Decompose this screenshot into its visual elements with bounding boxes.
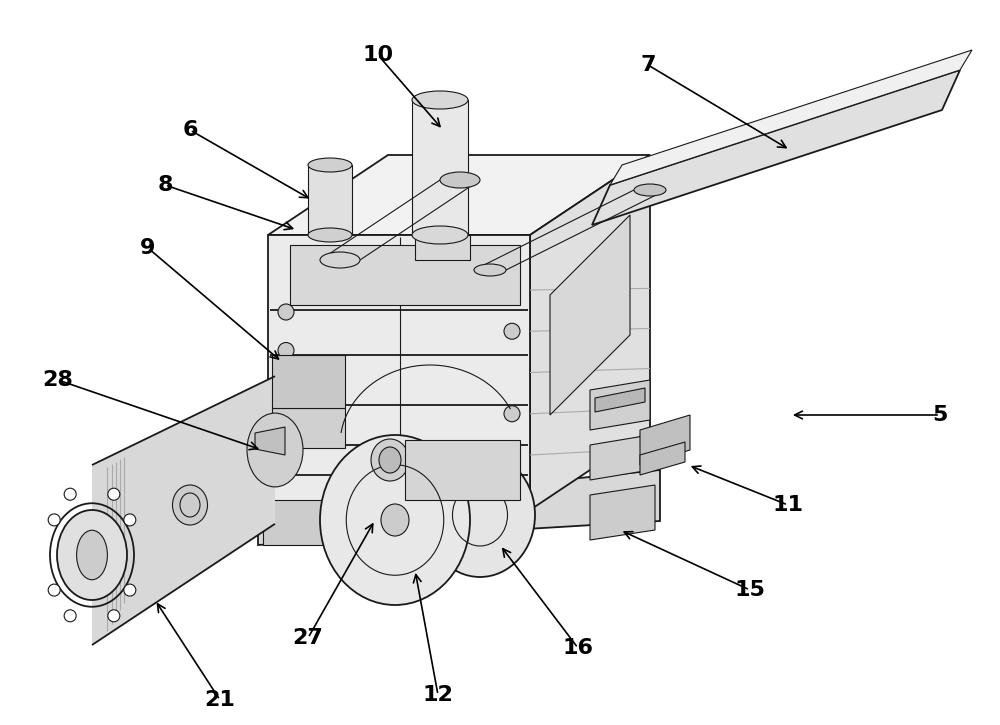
Polygon shape bbox=[590, 435, 650, 480]
Ellipse shape bbox=[425, 453, 535, 577]
Ellipse shape bbox=[320, 435, 470, 605]
Circle shape bbox=[278, 458, 294, 474]
Circle shape bbox=[108, 610, 120, 622]
Polygon shape bbox=[92, 376, 275, 645]
Ellipse shape bbox=[77, 530, 107, 580]
Text: 21: 21 bbox=[205, 690, 235, 710]
Ellipse shape bbox=[474, 264, 506, 276]
Circle shape bbox=[124, 514, 136, 526]
Circle shape bbox=[278, 304, 294, 320]
Ellipse shape bbox=[381, 504, 409, 536]
Text: 15: 15 bbox=[735, 580, 765, 600]
Circle shape bbox=[278, 420, 294, 436]
Polygon shape bbox=[415, 235, 470, 260]
Text: 12: 12 bbox=[423, 685, 453, 705]
Text: 11: 11 bbox=[772, 495, 804, 515]
Circle shape bbox=[48, 584, 60, 596]
Text: 7: 7 bbox=[640, 55, 656, 75]
Polygon shape bbox=[640, 415, 690, 465]
Circle shape bbox=[278, 381, 294, 397]
Circle shape bbox=[64, 488, 76, 500]
Polygon shape bbox=[268, 235, 530, 510]
Text: 8: 8 bbox=[157, 175, 173, 195]
Text: 28: 28 bbox=[43, 370, 73, 390]
Text: 5: 5 bbox=[932, 405, 948, 425]
Circle shape bbox=[64, 610, 76, 622]
Polygon shape bbox=[595, 388, 645, 412]
Polygon shape bbox=[272, 408, 345, 448]
Polygon shape bbox=[258, 470, 660, 545]
Ellipse shape bbox=[379, 447, 401, 473]
Ellipse shape bbox=[412, 226, 468, 244]
Polygon shape bbox=[640, 442, 685, 475]
Text: 6: 6 bbox=[182, 120, 198, 140]
Polygon shape bbox=[590, 380, 650, 430]
Ellipse shape bbox=[57, 510, 127, 600]
Ellipse shape bbox=[247, 413, 303, 487]
Circle shape bbox=[124, 584, 136, 596]
Ellipse shape bbox=[371, 439, 409, 481]
Polygon shape bbox=[405, 440, 520, 500]
Polygon shape bbox=[412, 100, 468, 235]
Text: 27: 27 bbox=[293, 628, 323, 648]
Ellipse shape bbox=[308, 158, 352, 172]
Text: 9: 9 bbox=[140, 238, 156, 258]
Text: 10: 10 bbox=[362, 45, 394, 65]
Polygon shape bbox=[263, 500, 348, 545]
Circle shape bbox=[504, 323, 520, 339]
Polygon shape bbox=[255, 427, 285, 455]
Polygon shape bbox=[268, 155, 650, 235]
Ellipse shape bbox=[412, 91, 468, 109]
Text: 16: 16 bbox=[562, 638, 594, 658]
Polygon shape bbox=[530, 155, 650, 510]
Polygon shape bbox=[610, 50, 972, 185]
Polygon shape bbox=[308, 165, 352, 235]
Polygon shape bbox=[590, 485, 655, 540]
Circle shape bbox=[48, 514, 60, 526]
Ellipse shape bbox=[320, 252, 360, 268]
Polygon shape bbox=[272, 355, 345, 408]
Ellipse shape bbox=[308, 228, 352, 242]
Circle shape bbox=[504, 406, 520, 422]
Ellipse shape bbox=[634, 184, 666, 196]
Polygon shape bbox=[290, 245, 520, 305]
Ellipse shape bbox=[173, 485, 208, 525]
Circle shape bbox=[278, 342, 294, 358]
Polygon shape bbox=[592, 70, 960, 225]
Ellipse shape bbox=[440, 172, 480, 188]
Circle shape bbox=[108, 488, 120, 500]
Polygon shape bbox=[550, 215, 630, 415]
